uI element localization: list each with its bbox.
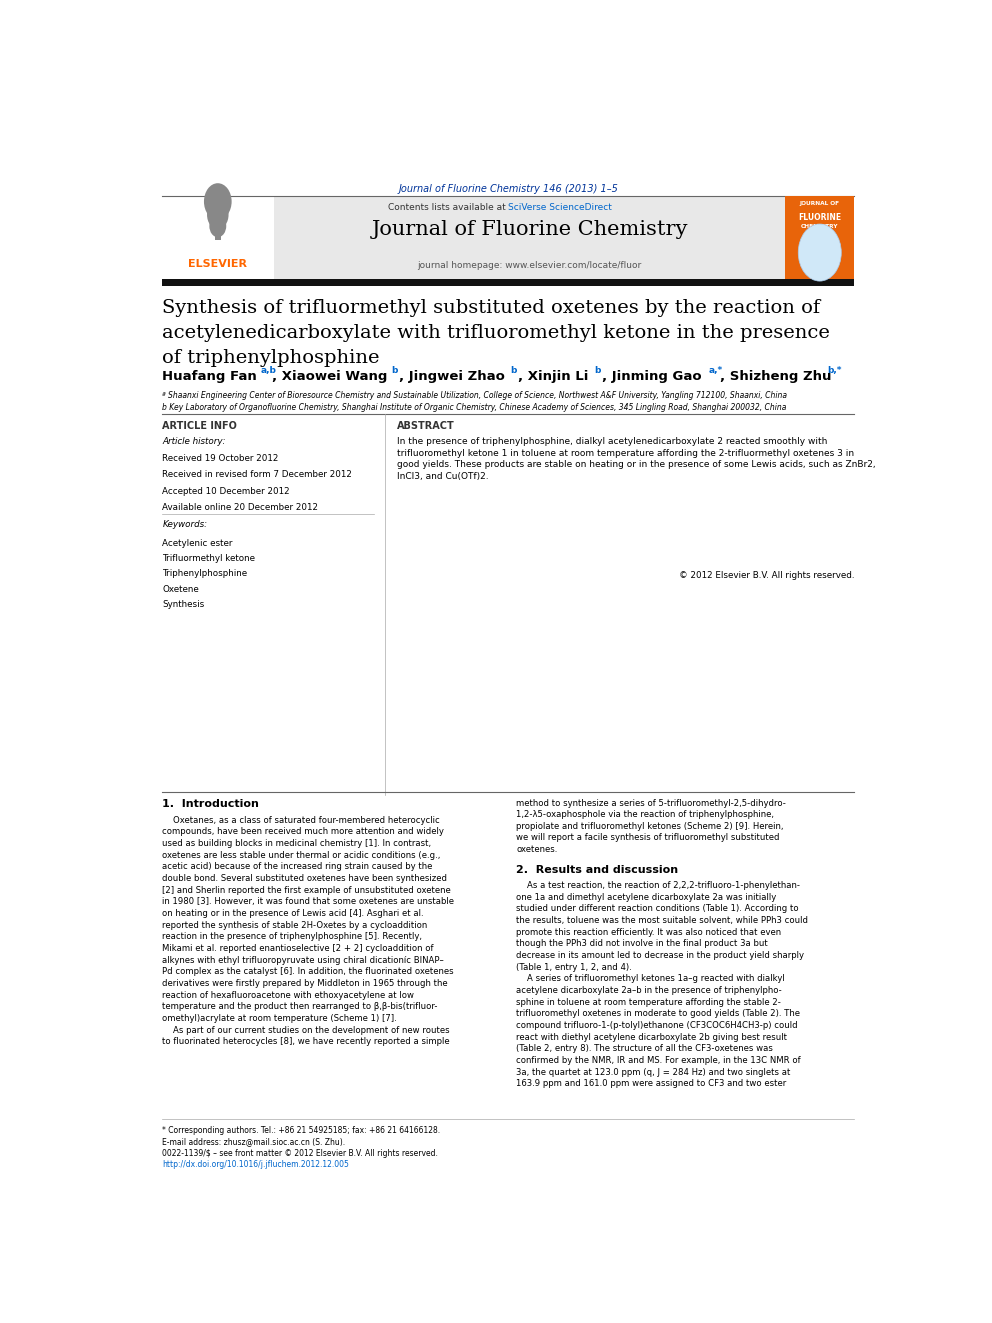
Text: , Shizheng Zhu: , Shizheng Zhu — [720, 369, 836, 382]
Text: Journal of Fluorine Chemistry: Journal of Fluorine Chemistry — [371, 220, 687, 239]
Text: Contents lists available at: Contents lists available at — [388, 202, 509, 212]
Circle shape — [799, 224, 841, 280]
Text: , Jinming Gao: , Jinming Gao — [602, 369, 706, 382]
Bar — [214, 224, 221, 241]
Text: Synthesis of trifluormethyl substituted oxetenes by the reaction of
acetylenedic: Synthesis of trifluormethyl substituted … — [163, 299, 830, 368]
Text: Available online 20 December 2012: Available online 20 December 2012 — [163, 503, 318, 512]
Circle shape — [204, 183, 232, 220]
Text: , Xinjin Li: , Xinjin Li — [518, 369, 592, 382]
Text: b Key Laboratory of Organofluorine Chemistry, Shanghai Institute of Organic Chem: b Key Laboratory of Organofluorine Chemi… — [163, 404, 787, 413]
Text: Oxetene: Oxetene — [163, 585, 199, 594]
Circle shape — [209, 214, 226, 237]
Text: Accepted 10 December 2012: Accepted 10 December 2012 — [163, 487, 290, 496]
Text: a,*: a,* — [708, 365, 722, 374]
Text: As a test reaction, the reaction of 2,2,2-trifluoro-1-phenylethan-
one 1a and di: As a test reaction, the reaction of 2,2,… — [516, 881, 808, 1089]
Text: Received 19 October 2012: Received 19 October 2012 — [163, 454, 279, 463]
Text: Acetylenic ester: Acetylenic ester — [163, 538, 233, 548]
Text: Huafang Fan: Huafang Fan — [163, 369, 262, 382]
Bar — [786, 196, 854, 279]
Text: b: b — [510, 365, 516, 374]
Text: journal homepage: www.elsevier.com/locate/fluor: journal homepage: www.elsevier.com/locat… — [418, 261, 642, 270]
Text: Journal of Fluorine Chemistry 146 (2013) 1–5: Journal of Fluorine Chemistry 146 (2013)… — [399, 184, 618, 194]
Text: In the presence of triphenylphosphine, dialkyl acetylenedicarboxylate 2 reacted : In the presence of triphenylphosphine, d… — [397, 437, 876, 482]
Text: SciVerse ScienceDirect: SciVerse ScienceDirect — [509, 202, 612, 212]
Text: FLUORINE: FLUORINE — [799, 213, 841, 222]
Text: ABSTRACT: ABSTRACT — [397, 421, 454, 430]
Text: Keywords:: Keywords: — [163, 520, 207, 529]
Text: method to synthesize a series of 5-trifluoromethyl-2,5-dihydro-
1,2-λ5-oxaphosph: method to synthesize a series of 5-trifl… — [516, 799, 786, 855]
Circle shape — [207, 201, 228, 229]
Text: JOURNAL OF: JOURNAL OF — [800, 201, 840, 205]
Text: a,b: a,b — [261, 365, 277, 374]
Text: ELSEVIER: ELSEVIER — [188, 259, 247, 269]
Text: Synthesis: Synthesis — [163, 599, 204, 609]
Text: , Jingwei Zhao: , Jingwei Zhao — [399, 369, 510, 382]
Text: CHEMISTRY: CHEMISTRY — [801, 224, 838, 229]
Text: Trifluormethyl ketone: Trifluormethyl ketone — [163, 554, 256, 564]
Text: http://dx.doi.org/10.1016/j.jfluchem.2012.12.005: http://dx.doi.org/10.1016/j.jfluchem.201… — [163, 1160, 349, 1170]
Text: , Xiaowei Wang: , Xiaowei Wang — [273, 369, 393, 382]
Text: b,*: b,* — [827, 365, 842, 374]
Text: Oxetanes, as a class of saturated four-membered heterocyclic
compounds, have bee: Oxetanes, as a class of saturated four-m… — [163, 816, 454, 1046]
Text: 1.  Introduction: 1. Introduction — [163, 799, 259, 808]
Text: E-mail address: zhusz@mail.sioc.ac.cn (S. Zhu).: E-mail address: zhusz@mail.sioc.ac.cn (S… — [163, 1136, 345, 1146]
Text: 0022-1139/$ – see front matter © 2012 Elsevier B.V. All rights reserved.: 0022-1139/$ – see front matter © 2012 El… — [163, 1148, 438, 1158]
Bar — [163, 196, 274, 279]
Text: b: b — [392, 365, 398, 374]
Bar — [163, 279, 854, 286]
Text: Received in revised form 7 December 2012: Received in revised form 7 December 2012 — [163, 471, 352, 479]
Text: ª Shaanxi Engineering Center of Bioresource Chemistry and Sustainable Utilizatio: ª Shaanxi Engineering Center of Bioresou… — [163, 392, 788, 400]
Text: Article history:: Article history: — [163, 437, 226, 446]
Text: Triphenylphosphine: Triphenylphosphine — [163, 569, 248, 578]
Text: 2.  Results and discussion: 2. Results and discussion — [516, 865, 679, 875]
Text: * Corresponding authors. Tel.: +86 21 54925185; fax: +86 21 64166128.: * Corresponding authors. Tel.: +86 21 54… — [163, 1126, 440, 1135]
Bar — [274, 196, 786, 279]
Text: © 2012 Elsevier B.V. All rights reserved.: © 2012 Elsevier B.V. All rights reserved… — [679, 572, 854, 581]
Text: b: b — [594, 365, 601, 374]
Text: ARTICLE INFO: ARTICLE INFO — [163, 421, 237, 430]
